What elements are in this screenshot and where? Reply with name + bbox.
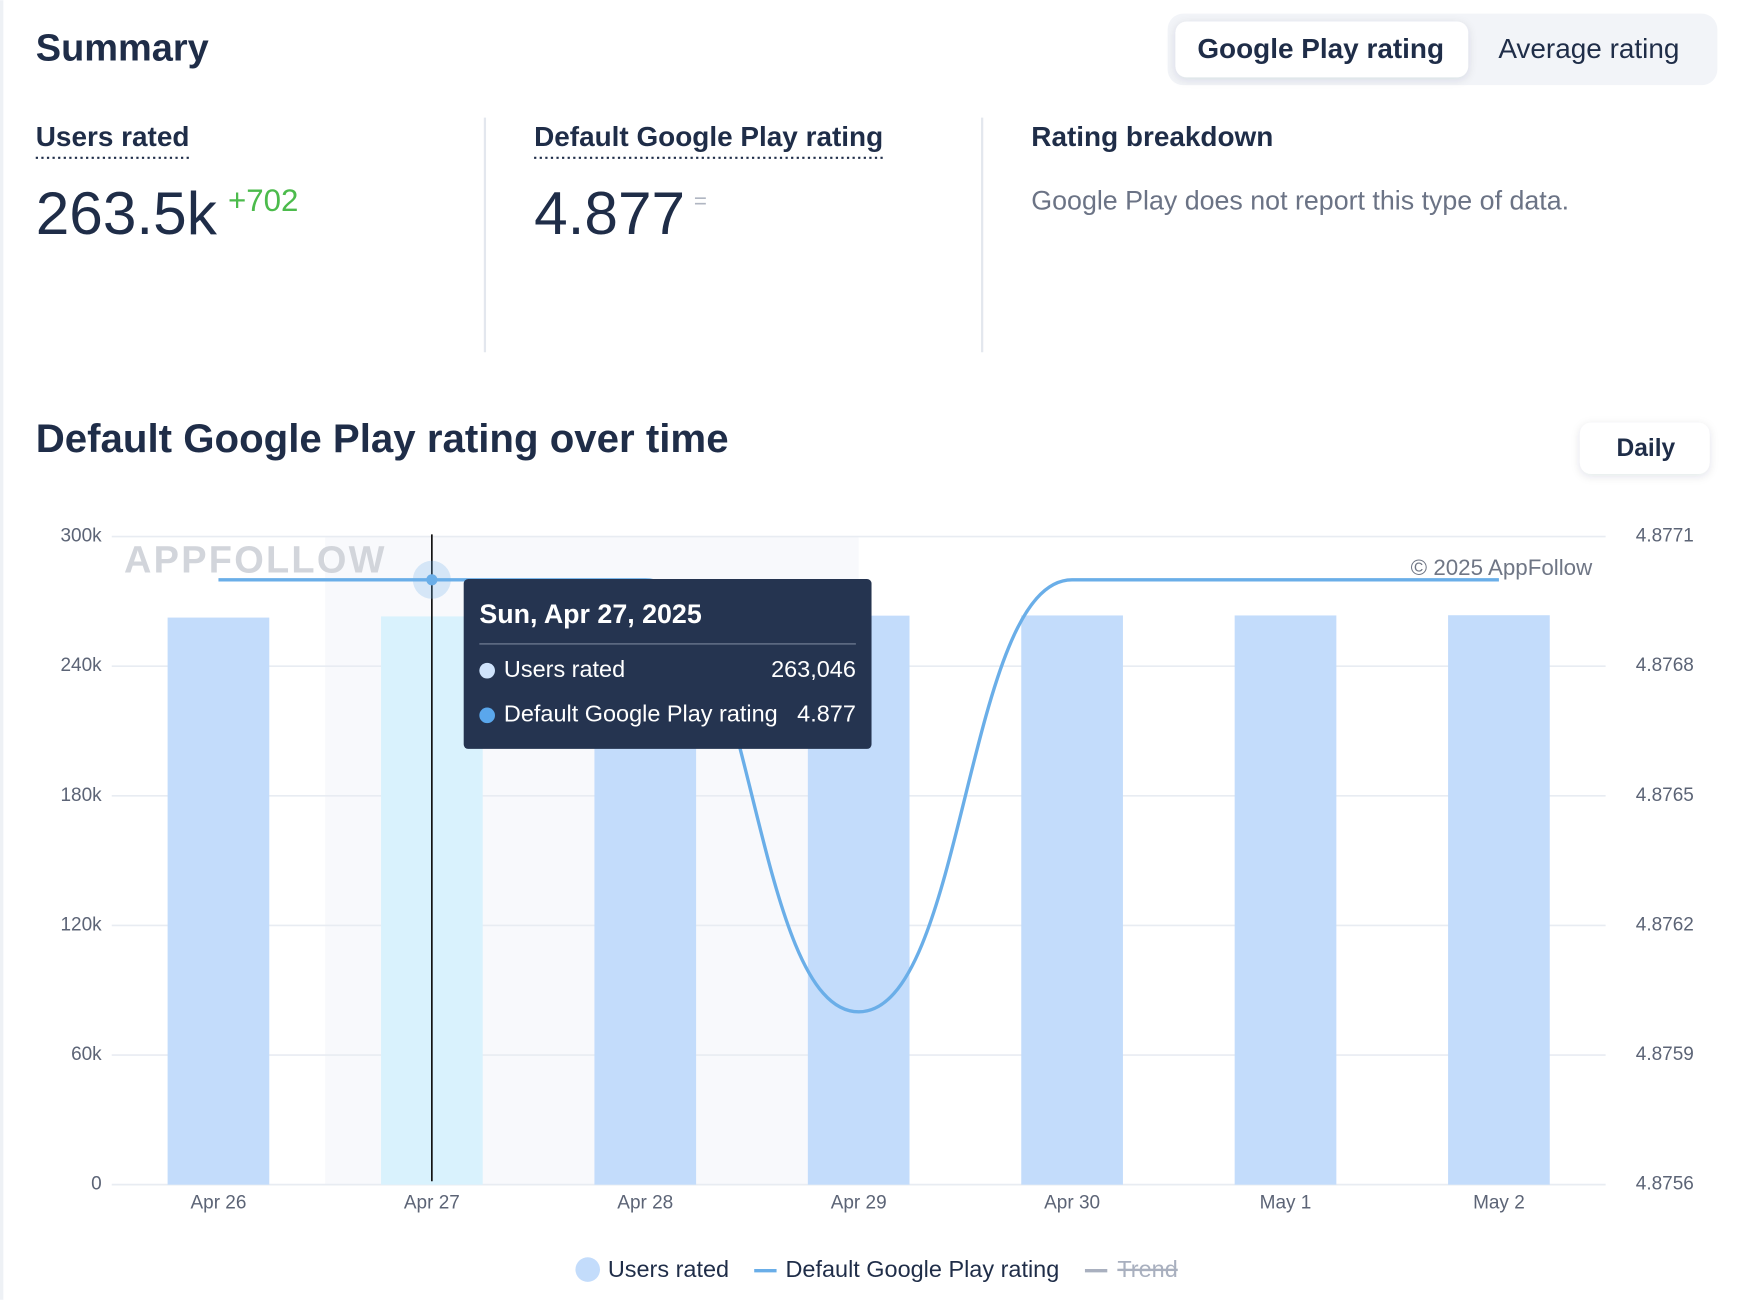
tooltip	[463, 579, 872, 749]
y2-tick-label: 4.8759	[1636, 1044, 1694, 1065]
hover-point	[426, 574, 438, 586]
y-tick-label: 0	[91, 1174, 102, 1195]
y-tick-label: 180k	[61, 785, 103, 806]
y-tick-label: 60k	[71, 1044, 102, 1065]
period-button[interactable]	[1579, 422, 1710, 475]
legend-label[interactable]: Default Google Play rating	[785, 1256, 1059, 1282]
summary-title: Summary	[36, 28, 209, 70]
copyright: © 2025 AppFollow	[1411, 555, 1593, 580]
bar	[1021, 615, 1123, 1185]
x-tick-label: Apr 29	[831, 1193, 887, 1214]
legend-label[interactable]: Users rated	[608, 1256, 729, 1282]
tooltip-title: Sun, Apr 27, 2025	[479, 599, 702, 629]
tab[interactable]: Average rating	[1498, 33, 1679, 64]
x-tick-label: Apr 28	[617, 1193, 673, 1214]
y2-tick-label: 4.8765	[1636, 785, 1694, 806]
metric-label[interactable]: Default Google Play rating	[534, 121, 883, 152]
metric-change: +702	[228, 183, 298, 218]
tooltip-value: 4.877	[797, 701, 856, 727]
left-edge	[0, 0, 4, 1300]
metric-label[interactable]: Users rated	[36, 121, 190, 152]
bar	[1234, 615, 1337, 1185]
metric-change: =	[694, 188, 707, 213]
y2-tick-label: 4.8762	[1636, 914, 1694, 935]
tooltip-name: Users rated	[504, 656, 625, 682]
period-button-label[interactable]: Daily	[1616, 435, 1675, 462]
tooltip-value: 263,046	[771, 656, 856, 682]
y2-tick-label: 4.8771	[1636, 526, 1694, 547]
legend-label[interactable]: Trend	[1117, 1256, 1177, 1282]
tooltip-name: Default Google Play rating	[504, 701, 778, 727]
tooltip-dot	[479, 662, 495, 679]
tab[interactable]: Google Play rating	[1197, 33, 1444, 64]
plot: 0 60k 120k 180k 240k 300k 4.8756 4.8759 4.8762 4.…	[61, 526, 1694, 1282]
y-tick-label: 300k	[61, 526, 103, 547]
y2-tick-label: 4.8768	[1636, 655, 1694, 676]
metric-value: 263.5k	[36, 179, 218, 247]
tooltip-dot	[479, 707, 495, 724]
bar	[1448, 615, 1550, 1185]
x-tick-label: Apr 26	[190, 1193, 246, 1214]
x-tick-label: Apr 30	[1044, 1193, 1100, 1214]
x-tick-label: May 2	[1473, 1193, 1525, 1214]
metric-value: 4.877	[534, 179, 685, 247]
active-tab[interactable]	[1175, 21, 1469, 78]
x-tick-label: Apr 27	[404, 1193, 460, 1214]
metric-message: Google Play does not report this type of…	[1031, 186, 1569, 216]
y2-tick-label: 4.8756	[1636, 1174, 1694, 1195]
watermark: APPFOLLOW	[124, 539, 387, 581]
chart-title: Default Google Play rating over time	[36, 416, 729, 461]
x-tick-label: May 1	[1260, 1193, 1312, 1214]
bar	[167, 617, 270, 1185]
y-tick-label: 240k	[61, 655, 103, 676]
legend-swatch	[575, 1257, 601, 1282]
y-tick-label: 120k	[61, 914, 103, 935]
metric-label: Rating breakdown	[1031, 121, 1273, 152]
